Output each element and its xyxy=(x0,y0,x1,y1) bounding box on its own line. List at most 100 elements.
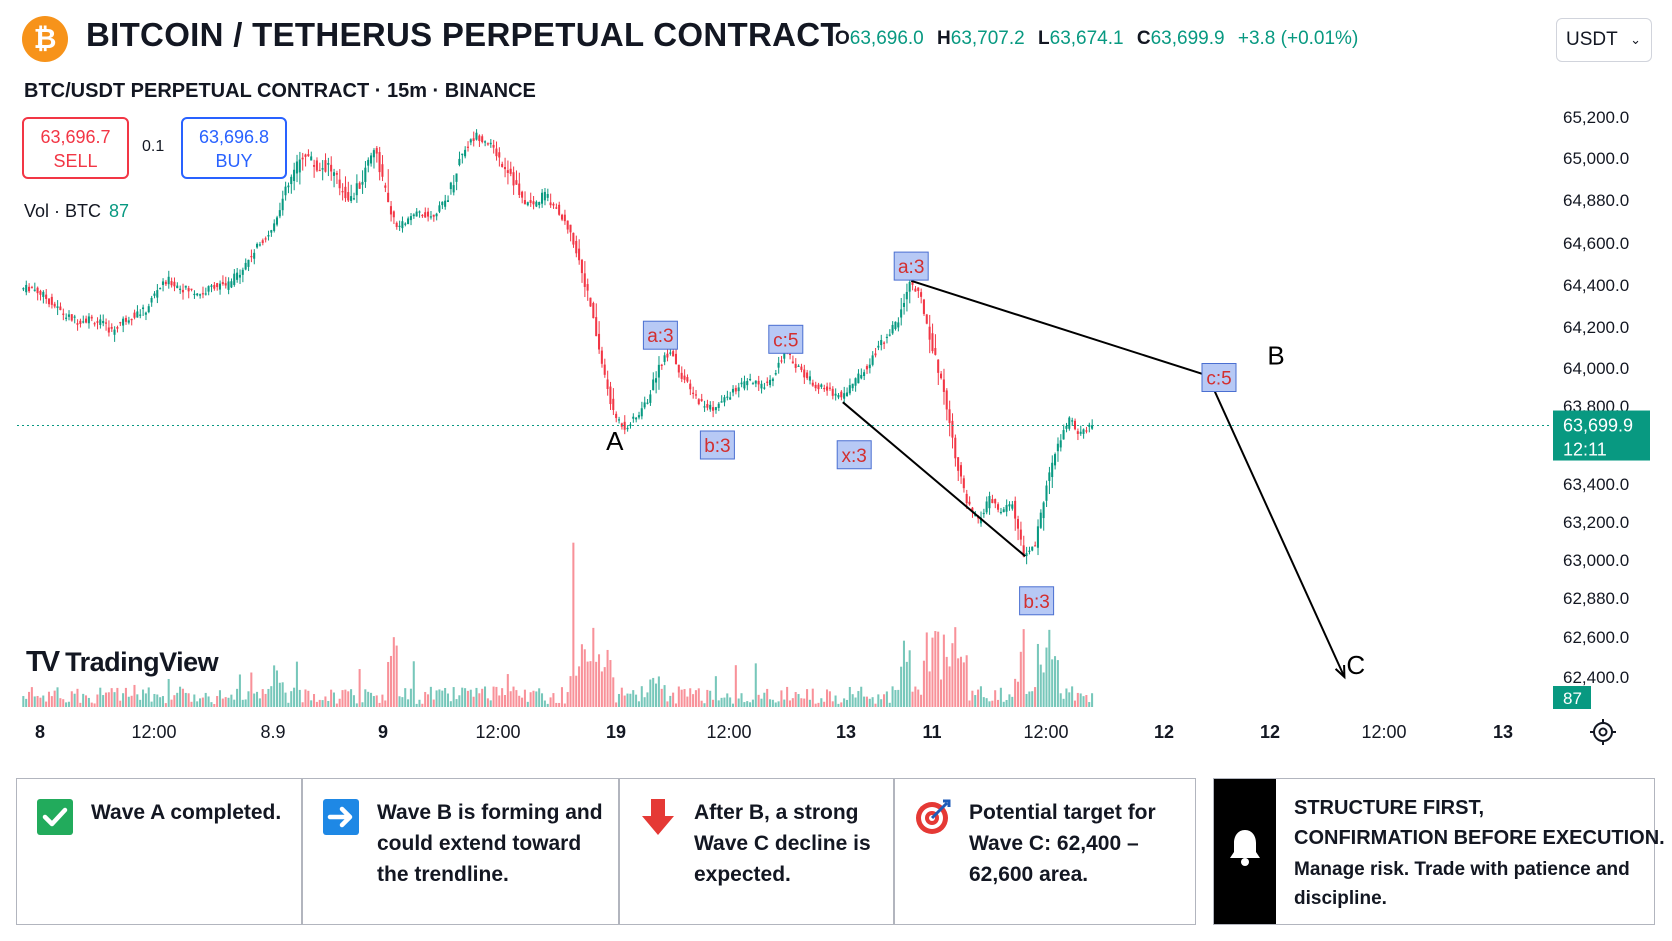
volume-bar xyxy=(760,698,763,707)
symbol-title: BITCOIN / TETHERUS PERPETUAL CONTRACT xyxy=(86,16,841,53)
volume-bar xyxy=(999,687,1002,707)
volume-bar xyxy=(256,691,259,707)
volume-bar xyxy=(395,645,398,707)
volume-bar xyxy=(179,686,182,707)
currency-select[interactable]: USDT ⌄ xyxy=(1556,18,1652,62)
candle-body xyxy=(36,287,39,294)
candle-body xyxy=(954,437,957,459)
candle-body xyxy=(484,141,487,143)
volume-bar xyxy=(563,703,566,707)
volume-bar xyxy=(780,690,783,707)
volume-bar xyxy=(250,672,253,707)
volume-bar xyxy=(341,690,344,707)
notice-line2: CONFIRMATION BEFORE EXECUTION. xyxy=(1294,827,1665,849)
candle-body xyxy=(922,299,925,314)
candle-body xyxy=(415,211,418,217)
time-tick-label: 19 xyxy=(606,722,626,742)
volume-bar xyxy=(364,689,367,707)
candle-body xyxy=(87,316,90,324)
candle-body xyxy=(307,154,310,157)
volume-bar xyxy=(729,697,732,707)
candle-body xyxy=(783,350,786,359)
candle-body xyxy=(25,284,28,293)
volume-bar xyxy=(264,693,267,707)
volume-bar xyxy=(318,699,321,707)
gear-hub xyxy=(1598,727,1608,737)
volume-bar xyxy=(102,695,105,707)
volume-bar xyxy=(763,692,766,707)
volume-bar xyxy=(689,688,692,707)
candle-body xyxy=(1028,550,1031,552)
volume-bar xyxy=(940,679,943,707)
volume-bar xyxy=(746,701,749,707)
volume-bar xyxy=(686,696,689,707)
candle-body xyxy=(572,232,575,245)
volume-bar xyxy=(464,688,467,707)
candle-body xyxy=(959,465,962,477)
candle-body xyxy=(692,392,695,394)
volume-bar xyxy=(797,694,800,707)
candle-body xyxy=(894,321,897,330)
candle-body xyxy=(367,159,370,166)
volume-bar xyxy=(826,689,829,707)
volume-bar xyxy=(313,694,316,707)
candle-body xyxy=(883,342,886,344)
buy-button[interactable]: 63,696.8 BUY xyxy=(181,117,287,179)
volume-bar xyxy=(449,701,452,707)
volume-bar xyxy=(486,698,489,707)
price-chart[interactable]: Aa:3 b:3 c:5 x:3 a:3 b:3 c:5 B C 65,200.0 65,000.… xyxy=(0,0,1672,760)
candle-body xyxy=(53,303,56,307)
candle-body xyxy=(686,377,689,382)
candle-body xyxy=(418,211,421,213)
candle-body xyxy=(364,167,367,182)
volume-bar xyxy=(749,702,752,707)
candle-body xyxy=(617,419,620,421)
sell-button[interactable]: 63,696.7 SELL xyxy=(22,117,129,179)
candle-body xyxy=(518,183,521,195)
candle-body xyxy=(512,172,515,186)
time-tick-label: 12:00 xyxy=(706,722,751,742)
volume-bar xyxy=(25,698,28,707)
volume-bar xyxy=(979,686,982,707)
candle-body xyxy=(213,284,216,289)
last-price-label: 63,699.9 xyxy=(1563,416,1633,436)
candle-body xyxy=(600,350,603,364)
candle-body xyxy=(230,281,233,288)
candle-body xyxy=(1079,431,1082,434)
volume-bar xyxy=(1005,699,1008,707)
volume-bar xyxy=(42,695,45,707)
candle-body xyxy=(757,380,760,385)
candle-body xyxy=(532,201,535,205)
volume-bar xyxy=(201,697,204,707)
volume-bar xyxy=(1091,693,1094,707)
volume-bar xyxy=(942,634,945,707)
candle-body xyxy=(216,283,219,288)
candle-body xyxy=(475,132,478,140)
time-tick-label: 12:00 xyxy=(475,722,520,742)
candle-body xyxy=(153,293,156,296)
chart-subtitle: BTC/USDT PERPETUAL CONTRACT · 15m · BINA… xyxy=(24,80,536,102)
volume-bar xyxy=(233,699,236,707)
volume-bar xyxy=(136,694,139,707)
volume-bar xyxy=(521,697,524,707)
candle-body xyxy=(877,345,880,348)
volume-bar xyxy=(196,701,199,707)
candle-body xyxy=(401,221,404,229)
volume-bar xyxy=(70,691,73,707)
candle-body xyxy=(603,364,606,375)
volume-bar xyxy=(378,702,381,707)
settings-gear-icon[interactable] xyxy=(1590,719,1616,745)
wave-label-box xyxy=(642,320,678,350)
candle-body xyxy=(1039,512,1042,528)
candle-body xyxy=(387,192,390,203)
wave-label-box xyxy=(893,251,929,281)
volume-bar xyxy=(290,691,293,707)
candle-body xyxy=(70,314,73,321)
volume-bar xyxy=(278,682,281,707)
candle-body xyxy=(241,269,244,275)
volume-bar xyxy=(1088,702,1091,707)
candle-body xyxy=(845,392,848,396)
notice-card: STRUCTURE FIRST, CONFIRMATION BEFORE EXE… xyxy=(1213,778,1665,925)
candle-body xyxy=(147,306,150,313)
volume-bar xyxy=(1011,696,1014,707)
